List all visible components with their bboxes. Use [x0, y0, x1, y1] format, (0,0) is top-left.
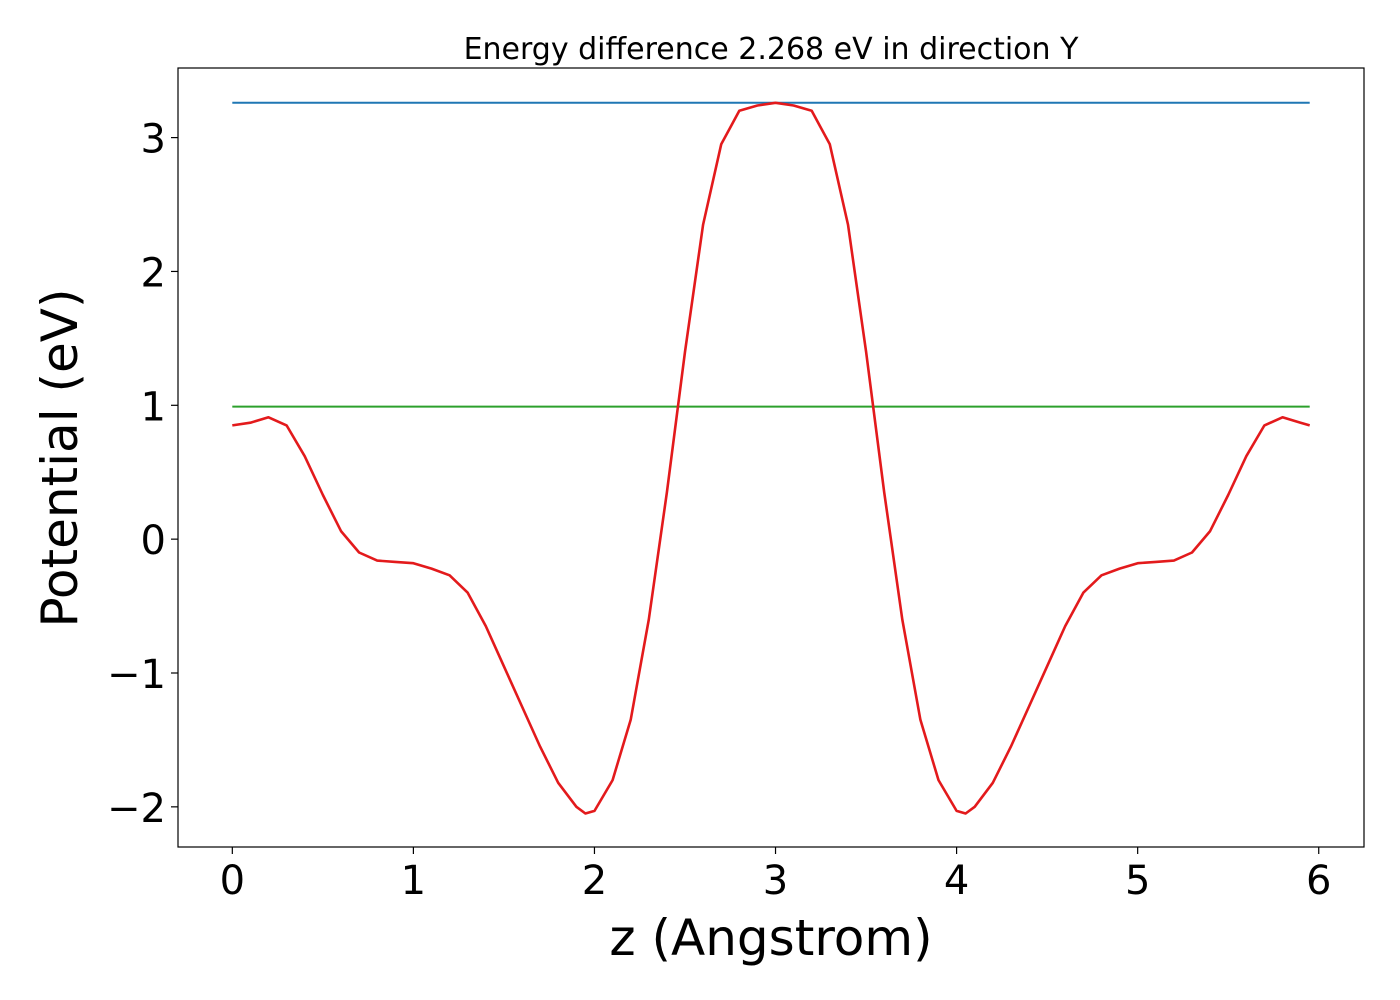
axes-frame	[177, 67, 1365, 848]
y-tick-label: −2	[107, 786, 166, 832]
plot-area	[177, 67, 1365, 848]
x-tick-label: 3	[763, 858, 788, 904]
x-tick-label: 4	[944, 858, 969, 904]
y-tick-label: −1	[107, 652, 166, 698]
x-tick-label: 2	[582, 858, 607, 904]
x-tick-label: 0	[220, 858, 245, 904]
x-axis-title: z (Angstrom)	[609, 909, 932, 967]
y-axis-title: Potential (eV)	[31, 289, 89, 628]
x-axis-ticks: 0 1 2 3 4 5 6	[220, 847, 1331, 904]
x-tick-label: 1	[401, 858, 426, 904]
y-axis-ticks: −2 −1 0 1 2 3	[107, 117, 178, 832]
x-tick-label: 5	[1125, 858, 1150, 904]
series-layer	[232, 101, 1311, 815]
y-tick-label: 0	[141, 518, 166, 564]
y-tick-label: 3	[141, 117, 166, 163]
y-tick-label: 1	[141, 384, 166, 430]
x-tick-label: 6	[1306, 858, 1331, 904]
series-line-3	[232, 101, 1311, 815]
y-tick-label: 2	[141, 250, 166, 296]
chart-title: Energy difference 2.268 eV in direction …	[464, 32, 1080, 67]
